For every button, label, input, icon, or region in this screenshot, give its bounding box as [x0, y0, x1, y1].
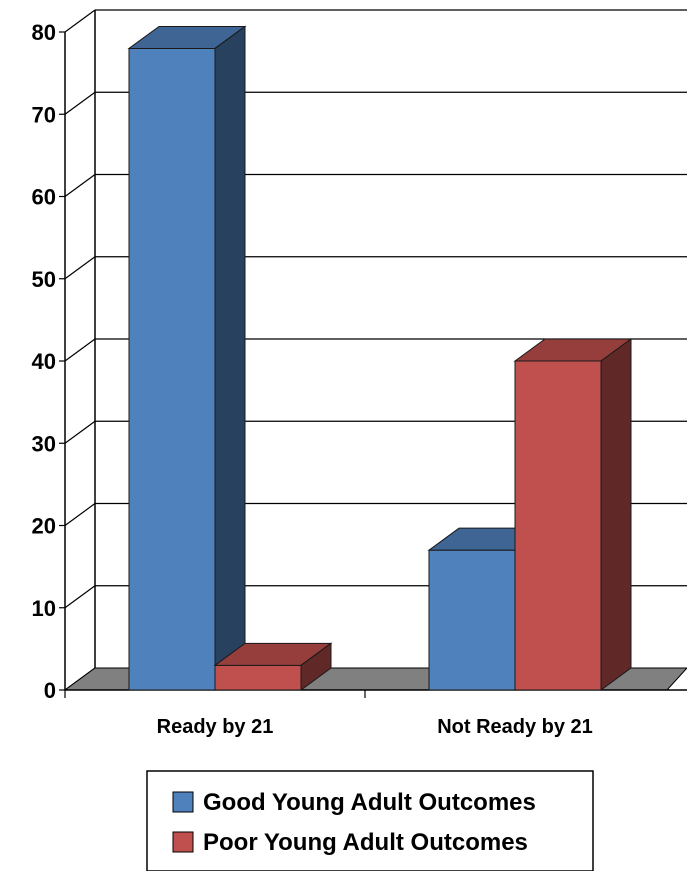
gridline-connector [64, 256, 96, 280]
bar-front [128, 47, 216, 691]
y-tick-label: 70 [32, 102, 56, 127]
bar-front [428, 549, 516, 691]
gridline-connector [64, 585, 96, 609]
gridline-connector [64, 420, 96, 444]
gridline-connector [64, 9, 96, 33]
legend: Good Young Adult Outcomes Poor Young Adul… [146, 770, 594, 871]
y-tick-label: 60 [32, 185, 56, 210]
x-axis-ticks: Ready by 21 Not Ready by 21 [64, 690, 593, 738]
y-tick-label: 80 [32, 20, 56, 45]
x-tick-label: Ready by 21 [157, 716, 274, 738]
bar-front [514, 360, 602, 691]
gridline-connector [64, 174, 96, 197]
bars [127, 25, 633, 691]
gridline-connector [64, 91, 96, 115]
legend-swatch [172, 831, 194, 853]
y-tick-label: 10 [32, 596, 56, 621]
y-tick-label: 0 [44, 678, 56, 703]
gridline-connector [64, 338, 96, 362]
y-tick-label: 40 [32, 349, 56, 374]
y-tick-label: 50 [32, 267, 56, 292]
legend-box [146, 770, 594, 871]
bar-side [600, 338, 632, 691]
y-axis-ticks: 0 10 20 30 40 50 60 70 80 [32, 20, 65, 703]
y-tick-label: 30 [32, 431, 56, 456]
bar-front [214, 664, 302, 691]
legend-swatch [172, 791, 194, 813]
x-tick-label: Not Ready by 21 [437, 716, 593, 738]
y-tick-label: 20 [32, 514, 56, 539]
legend-label: Good Young Adult Outcomes [203, 789, 536, 816]
bar-side [300, 642, 332, 691]
bar-side [214, 25, 246, 691]
gridline-connector [64, 503, 96, 526]
legend-label: Poor Young Adult Outcomes [203, 829, 528, 856]
